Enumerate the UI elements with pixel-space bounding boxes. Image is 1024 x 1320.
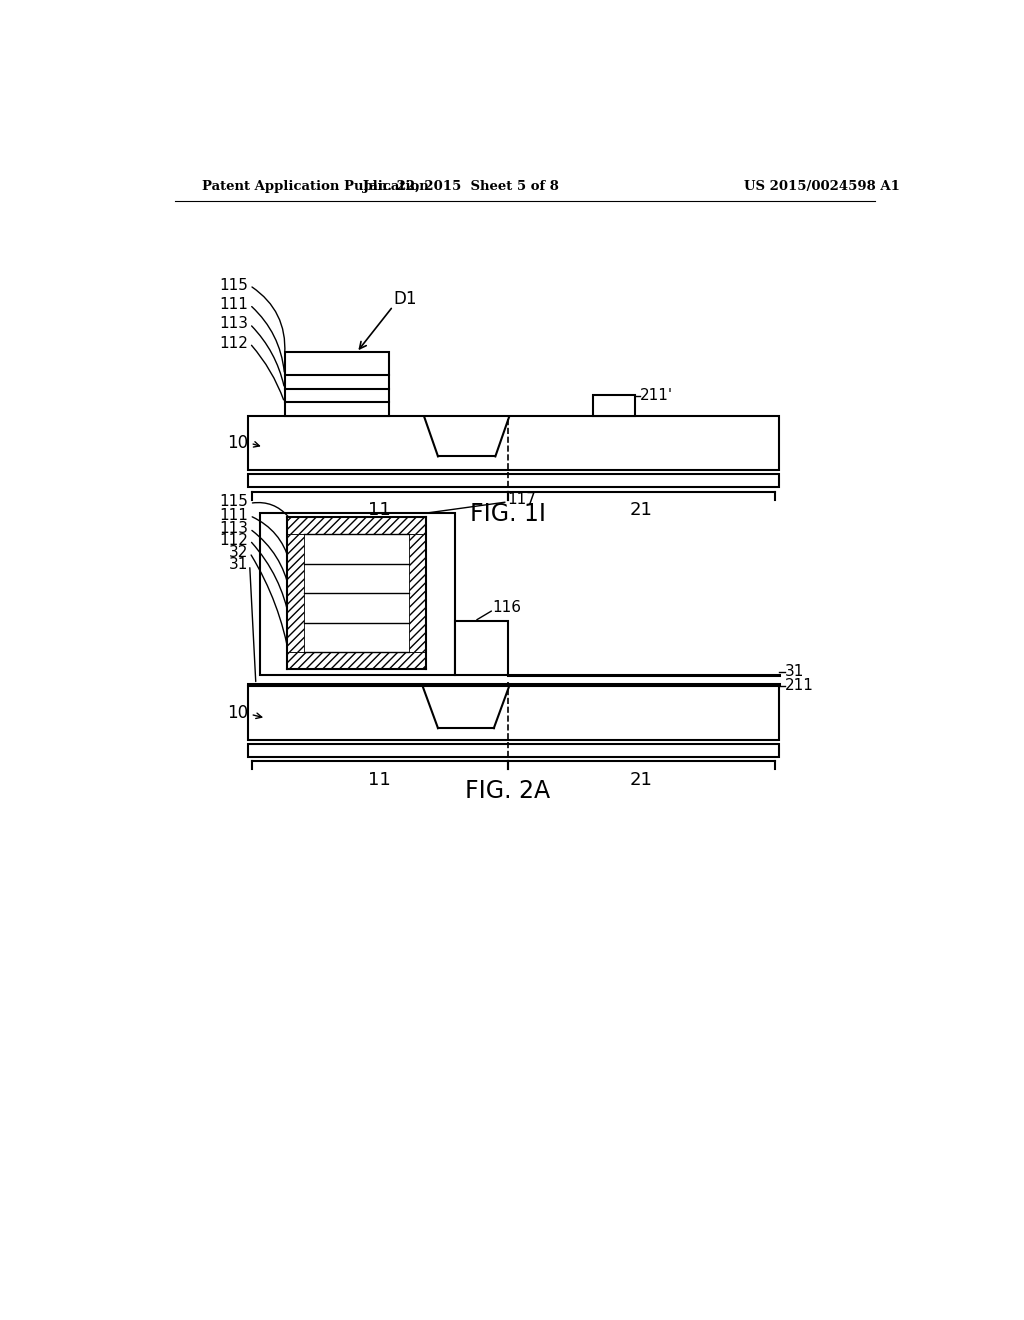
Bar — [455, 622, 508, 675]
Text: 116: 116 — [493, 599, 521, 615]
Text: 32: 32 — [228, 545, 248, 560]
Text: 21: 21 — [630, 771, 653, 788]
Text: 211: 211 — [785, 678, 814, 693]
Text: 10: 10 — [227, 434, 248, 453]
Text: D1: D1 — [393, 289, 417, 308]
Bar — [287, 517, 426, 535]
Text: FIG. 1I: FIG. 1I — [470, 502, 546, 527]
Text: 111: 111 — [219, 297, 248, 313]
Text: 111: 111 — [219, 508, 248, 523]
Bar — [248, 416, 779, 470]
Text: 21: 21 — [630, 502, 653, 519]
Text: 112: 112 — [219, 335, 248, 351]
Text: 31: 31 — [228, 557, 248, 573]
Text: 113: 113 — [219, 521, 248, 536]
Bar — [248, 743, 779, 756]
Text: 31: 31 — [785, 664, 805, 680]
Text: US 2015/0024598 A1: US 2015/0024598 A1 — [743, 181, 899, 194]
Bar — [593, 395, 635, 416]
Text: 211': 211' — [640, 388, 673, 403]
Text: 115: 115 — [219, 494, 248, 510]
Text: 11: 11 — [369, 502, 391, 519]
Text: Jan. 22, 2015  Sheet 5 of 8: Jan. 22, 2015 Sheet 5 of 8 — [364, 181, 559, 194]
Bar — [248, 474, 779, 487]
Text: 117: 117 — [508, 492, 537, 507]
Bar — [287, 652, 426, 669]
Bar — [410, 535, 426, 652]
Text: 112: 112 — [219, 533, 248, 548]
Bar — [248, 686, 779, 739]
Text: 11: 11 — [369, 771, 391, 788]
Text: 10: 10 — [227, 704, 248, 722]
Bar — [287, 535, 304, 652]
Text: 115: 115 — [219, 279, 248, 293]
Bar — [285, 352, 389, 416]
Text: 113: 113 — [219, 317, 248, 331]
Text: FIG. 2A: FIG. 2A — [465, 779, 550, 804]
Bar — [260, 513, 455, 675]
Text: Patent Application Publication: Patent Application Publication — [202, 181, 428, 194]
